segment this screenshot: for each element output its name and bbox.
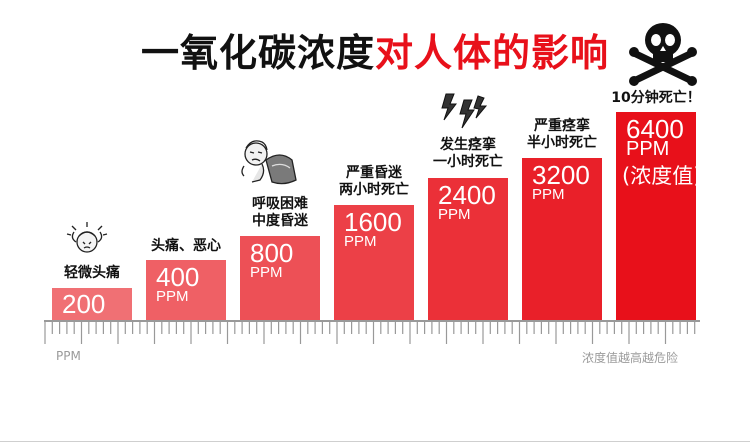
effect-line: 严重昏迷: [346, 165, 402, 181]
effect-line: 头痛、恶心: [151, 238, 221, 254]
axis-left-label: PPM: [56, 349, 81, 363]
bar-unit-label: PPM: [344, 233, 377, 250]
effect-label-400: 头痛、恶心: [140, 238, 232, 255]
effect-line: 严重痉挛: [534, 118, 590, 134]
effect-line: 中度昏迷: [252, 213, 308, 229]
title-part-black: 一氧化碳浓度: [140, 31, 375, 75]
bar-6400: 6400 PPM (浓度值): [616, 112, 701, 320]
bar-400: 400 PPM: [146, 260, 226, 320]
bar-unit-label: PPM: [438, 206, 471, 223]
bottom-divider: [0, 441, 750, 442]
bar-note-label: (浓度值): [622, 164, 702, 188]
bar-unit-label: PPM: [532, 186, 565, 203]
bar-800: 800 PPM: [240, 236, 320, 320]
effect-line: 呼吸困难: [252, 196, 308, 212]
effect-line: 一小时死亡: [433, 154, 503, 170]
bar-value-label: 2400: [438, 180, 496, 210]
bar-value-label: 1600: [344, 207, 402, 237]
bar-value-label: 6400: [626, 114, 684, 144]
effect-line: 轻微头痛: [64, 265, 120, 281]
bar-value-label: 400: [156, 262, 200, 292]
bar-3200: 3200 PPM: [522, 158, 602, 320]
effect-label-6400: 10分钟死亡！: [606, 90, 706, 107]
headache-person-icon: [66, 222, 108, 253]
chart-title: 一氧化碳浓度对人体的影响: [0, 22, 750, 77]
effect-line: 10分钟死亡！: [611, 90, 701, 106]
effect-label-3200: 严重痉挛 半小时死亡: [518, 118, 606, 152]
effect-line: 半小时死亡: [527, 135, 597, 151]
effect-line: 发生痉挛: [440, 137, 496, 153]
skull-crossbones-icon: [629, 23, 697, 86]
bar-2400: 2400 PPM: [428, 178, 508, 320]
bar-value-label: 200: [62, 289, 106, 319]
lightning-spasm-icon: [441, 93, 488, 129]
effect-line: 两小时死亡: [339, 182, 409, 198]
effect-label-800: 呼吸困难 中度昏迷: [240, 196, 320, 230]
axis-right-label: 浓度值越高越危险: [582, 351, 679, 365]
bar-unit-label: PPM: [156, 288, 189, 305]
effect-label-2400: 发生痉挛 一小时死亡: [424, 137, 512, 171]
effect-label-1600: 严重昏迷 两小时死亡: [330, 165, 418, 199]
bar-value-label: 800: [250, 238, 294, 268]
bar-unit-label: PPM: [250, 264, 283, 281]
title-part-red: 对人体的影响: [375, 31, 610, 75]
effect-label-200: 轻微头痛: [52, 265, 132, 282]
bar-1600: 1600 PPM: [334, 205, 414, 320]
sick-person-icon: [241, 140, 297, 185]
bar-value-label: 3200: [532, 160, 590, 190]
bar-200: 200: [52, 288, 132, 320]
ppm-ruler: [44, 320, 700, 344]
bar-unit-label: PPM: [626, 138, 670, 160]
